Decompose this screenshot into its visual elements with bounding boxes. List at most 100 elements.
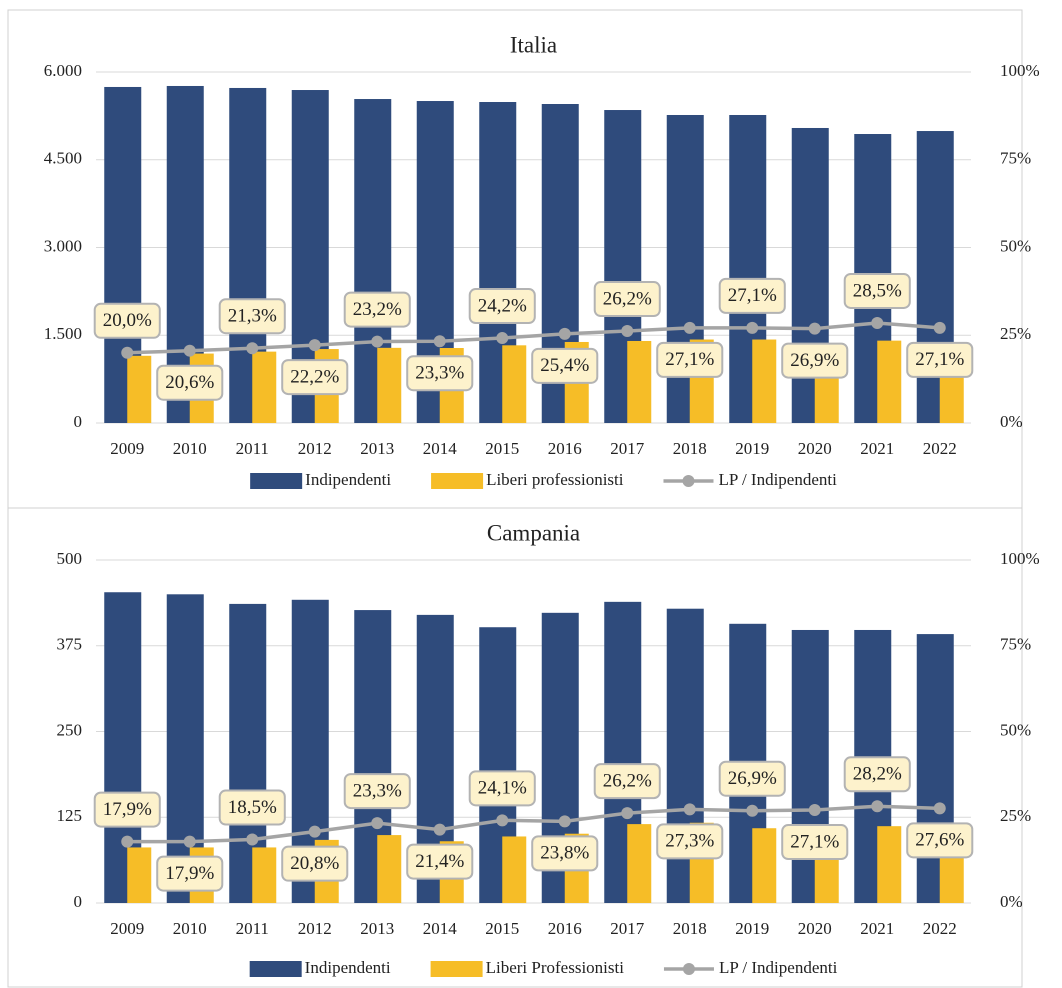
data-label: 27,1% [718, 277, 786, 314]
data-label: 27,1% [906, 341, 974, 378]
line-point [121, 835, 134, 848]
y2-tick-label: 50% [1000, 720, 1031, 739]
data-label: 25,4% [531, 347, 599, 384]
data-label-text: 23,8% [540, 843, 589, 864]
line-point [433, 335, 446, 348]
y2-tick-label: 25% [1000, 324, 1031, 343]
y-tick-label: 0 [74, 412, 83, 431]
data-label: 28,5% [843, 272, 911, 309]
x-tick-label: 2019 [735, 919, 769, 938]
x-tick-label: 2021 [860, 919, 894, 938]
line-point [746, 804, 759, 817]
line-point [183, 344, 196, 357]
data-label-box [406, 843, 474, 880]
x-tick-label: 2014 [423, 919, 458, 938]
legend-item: Indipendenti [250, 470, 391, 489]
line-point [246, 833, 259, 846]
bar [377, 835, 402, 903]
legend-swatch [250, 473, 303, 489]
data-label-text: 28,2% [853, 764, 902, 785]
data-label-text: 28,5% [853, 280, 902, 301]
y-tick-label: 125 [57, 806, 83, 825]
data-label: 18,5% [218, 789, 286, 826]
data-label: 26,2% [593, 281, 661, 318]
data-label-text: 24,1% [478, 778, 527, 799]
x-tick-label: 2012 [298, 439, 332, 458]
data-label-box [718, 760, 786, 797]
y-tick-label: 4.500 [44, 149, 82, 168]
y2-tick-label: 0% [1000, 892, 1023, 911]
data-label-text: 21,3% [228, 306, 277, 327]
y-tick-label: 500 [57, 549, 83, 568]
legend-marker [682, 475, 695, 487]
data-label: 23,2% [343, 291, 411, 328]
data-label-text: 26,2% [603, 288, 652, 309]
line-point [933, 802, 946, 815]
data-label-box [781, 824, 849, 861]
data-label-text: 27,3% [665, 831, 714, 852]
data-label-text: 27,1% [790, 831, 839, 852]
data-label-box [93, 302, 161, 339]
data-label-text: 21,4% [415, 851, 464, 872]
data-label: 27,6% [906, 822, 974, 859]
bar [252, 847, 277, 903]
line-point [808, 322, 821, 335]
data-label-box [343, 291, 411, 328]
data-label-text: 20,8% [290, 853, 339, 874]
line-point [496, 332, 509, 345]
data-label: 20,8% [281, 845, 349, 882]
x-tick-label: 2018 [673, 919, 707, 938]
data-label: 27,1% [656, 341, 724, 378]
data-label-text: 26,2% [603, 770, 652, 791]
bar [127, 847, 152, 903]
y2-tick-label: 100% [1000, 549, 1040, 568]
line-point [621, 325, 634, 338]
x-tick-label: 2013 [360, 919, 394, 938]
x-tick-label: 2013 [360, 439, 394, 458]
legend-item: Indipendenti [249, 958, 391, 977]
data-label-text: 27,6% [915, 830, 964, 851]
data-label: 26,9% [781, 342, 849, 379]
y-tick-label: 375 [57, 635, 83, 654]
data-label-text: 27,1% [728, 285, 777, 306]
data-label: 26,9% [718, 760, 786, 797]
y2-tick-label: 75% [1000, 635, 1031, 654]
bar [252, 351, 277, 423]
y2-tick-label: 0% [1000, 412, 1023, 431]
bar [877, 826, 902, 903]
data-label-box [156, 855, 224, 892]
line-point [558, 815, 571, 828]
data-label-box [281, 845, 349, 882]
data-label-text: 26,9% [728, 768, 777, 789]
data-label: 22,2% [281, 359, 349, 396]
data-label-box [531, 835, 599, 872]
line-point [683, 321, 696, 334]
x-tick-label: 2022 [923, 439, 957, 458]
line-point [246, 342, 259, 355]
bar [377, 347, 402, 423]
y-tick-label: 6.000 [44, 61, 82, 80]
y-tick-label: 250 [57, 720, 83, 739]
bar [752, 828, 777, 903]
y-tick-label: 3.000 [44, 236, 82, 255]
x-tick-label: 2017 [610, 919, 645, 938]
x-tick-label: 2016 [548, 439, 582, 458]
data-label-text: 17,9% [103, 799, 152, 820]
data-label: 26,2% [593, 763, 661, 800]
legend-label: LP / Indipendenti [719, 958, 838, 977]
line-point [933, 321, 946, 334]
line-point [683, 803, 696, 816]
legend-swatch [431, 473, 484, 489]
data-label-text: 20,0% [103, 310, 152, 331]
chart-title: Campania [487, 520, 580, 545]
data-label: 28,2% [843, 756, 911, 793]
line-point [308, 339, 321, 352]
line-point [808, 804, 821, 817]
data-label-box [656, 823, 724, 860]
legend-item: LP / Indipendenti [663, 958, 838, 977]
data-label-box [406, 355, 474, 392]
y-tick-label: 0 [74, 892, 83, 911]
data-label-text: 24,2% [478, 295, 527, 316]
x-tick-label: 2014 [423, 439, 458, 458]
